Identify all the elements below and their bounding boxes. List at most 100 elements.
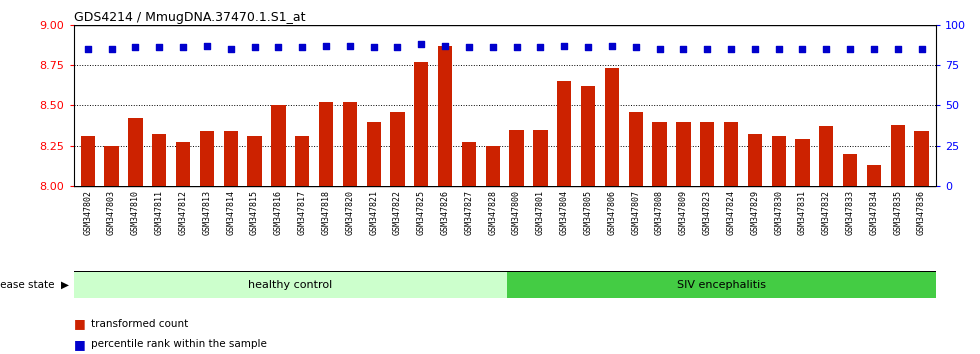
Bar (748, 135, 762, 186)
Text: GSM347820: GSM347820 (345, 190, 355, 235)
Point (199, 43, 215, 48)
Text: GSM347829: GSM347829 (751, 190, 760, 235)
Bar (533, 130, 548, 186)
Text: GSM347831: GSM347831 (798, 190, 807, 235)
Bar (771, 136, 786, 186)
Text: GSM347832: GSM347832 (822, 190, 831, 235)
Text: GSM347823: GSM347823 (703, 190, 711, 235)
Point (270, 45, 286, 50)
Bar (724, 121, 738, 186)
Text: SIV encephalitis: SIV encephalitis (677, 280, 766, 290)
Point (771, 46, 787, 52)
Text: GSM347801: GSM347801 (536, 190, 545, 235)
Text: GSM347800: GSM347800 (513, 190, 521, 235)
Bar (700, 121, 714, 186)
Point (80, 46, 96, 52)
Point (723, 46, 739, 52)
Bar (676, 121, 691, 186)
Point (747, 46, 762, 52)
Point (414, 41, 429, 47)
Bar (581, 86, 595, 186)
Point (366, 45, 381, 50)
Bar (223, 131, 238, 186)
Text: GSM347825: GSM347825 (416, 190, 426, 235)
Point (318, 43, 334, 48)
Text: GSM347806: GSM347806 (608, 190, 616, 235)
Bar (628, 112, 643, 186)
Text: GSM347828: GSM347828 (488, 190, 497, 235)
Text: GSM347812: GSM347812 (178, 190, 187, 235)
Text: GSM347833: GSM347833 (846, 190, 855, 235)
Text: ■: ■ (74, 338, 89, 350)
Text: GSM347826: GSM347826 (441, 190, 450, 235)
Text: GSM347811: GSM347811 (155, 190, 164, 235)
Text: GSM347803: GSM347803 (107, 190, 116, 235)
Text: GSM347807: GSM347807 (631, 190, 640, 235)
Text: GSM347813: GSM347813 (203, 190, 212, 235)
Text: GSM347830: GSM347830 (774, 190, 783, 235)
Text: GSM347816: GSM347816 (273, 190, 283, 235)
Point (175, 45, 191, 50)
Text: GSM347822: GSM347822 (393, 190, 402, 235)
Text: GSM347805: GSM347805 (583, 190, 593, 235)
Point (795, 46, 810, 52)
Point (127, 45, 143, 50)
Bar (152, 135, 167, 186)
Bar (295, 136, 310, 186)
Point (628, 45, 644, 50)
Text: disease state  ▶: disease state ▶ (0, 280, 69, 290)
Point (842, 46, 858, 52)
Bar (128, 118, 142, 186)
Point (342, 43, 358, 48)
Point (509, 45, 524, 50)
Bar (318, 102, 333, 186)
Bar (415, 62, 428, 186)
Text: GSM347808: GSM347808 (655, 190, 664, 235)
Point (247, 45, 263, 50)
Text: GSM347810: GSM347810 (131, 190, 140, 235)
Bar (510, 130, 523, 186)
Point (604, 43, 619, 48)
Text: GSM347802: GSM347802 (83, 190, 92, 235)
Bar (843, 154, 858, 186)
Bar (105, 146, 119, 186)
Bar (796, 139, 809, 186)
Text: healthy control: healthy control (248, 280, 332, 290)
Text: transformed count: transformed count (91, 319, 188, 329)
Point (390, 45, 406, 50)
Point (580, 45, 596, 50)
Bar (271, 105, 285, 186)
Bar (867, 165, 881, 186)
Bar (605, 68, 619, 186)
Point (818, 46, 834, 52)
Point (557, 43, 572, 48)
Text: GSM347817: GSM347817 (298, 190, 307, 235)
Point (222, 46, 238, 52)
Bar (438, 46, 453, 186)
Point (866, 46, 882, 52)
Bar (819, 126, 833, 186)
Text: GSM347824: GSM347824 (726, 190, 736, 235)
Bar (200, 131, 214, 186)
Point (485, 45, 501, 50)
Bar (914, 131, 929, 186)
Bar (176, 142, 190, 186)
Bar (343, 102, 357, 186)
Bar (486, 146, 500, 186)
Bar (390, 112, 405, 186)
Point (913, 46, 929, 52)
Bar (367, 121, 381, 186)
Text: GDS4214 / MmugDNA.37470.1.S1_at: GDS4214 / MmugDNA.37470.1.S1_at (74, 11, 305, 24)
Bar (507, 272, 936, 298)
Point (532, 45, 548, 50)
Point (652, 46, 667, 52)
Text: GSM347835: GSM347835 (894, 190, 903, 235)
Text: GSM347834: GSM347834 (869, 190, 878, 235)
Point (294, 45, 310, 50)
Bar (891, 125, 905, 186)
Point (104, 46, 120, 52)
Point (462, 45, 477, 50)
Bar (653, 121, 666, 186)
Bar (80, 136, 95, 186)
Text: GSM347821: GSM347821 (369, 190, 378, 235)
